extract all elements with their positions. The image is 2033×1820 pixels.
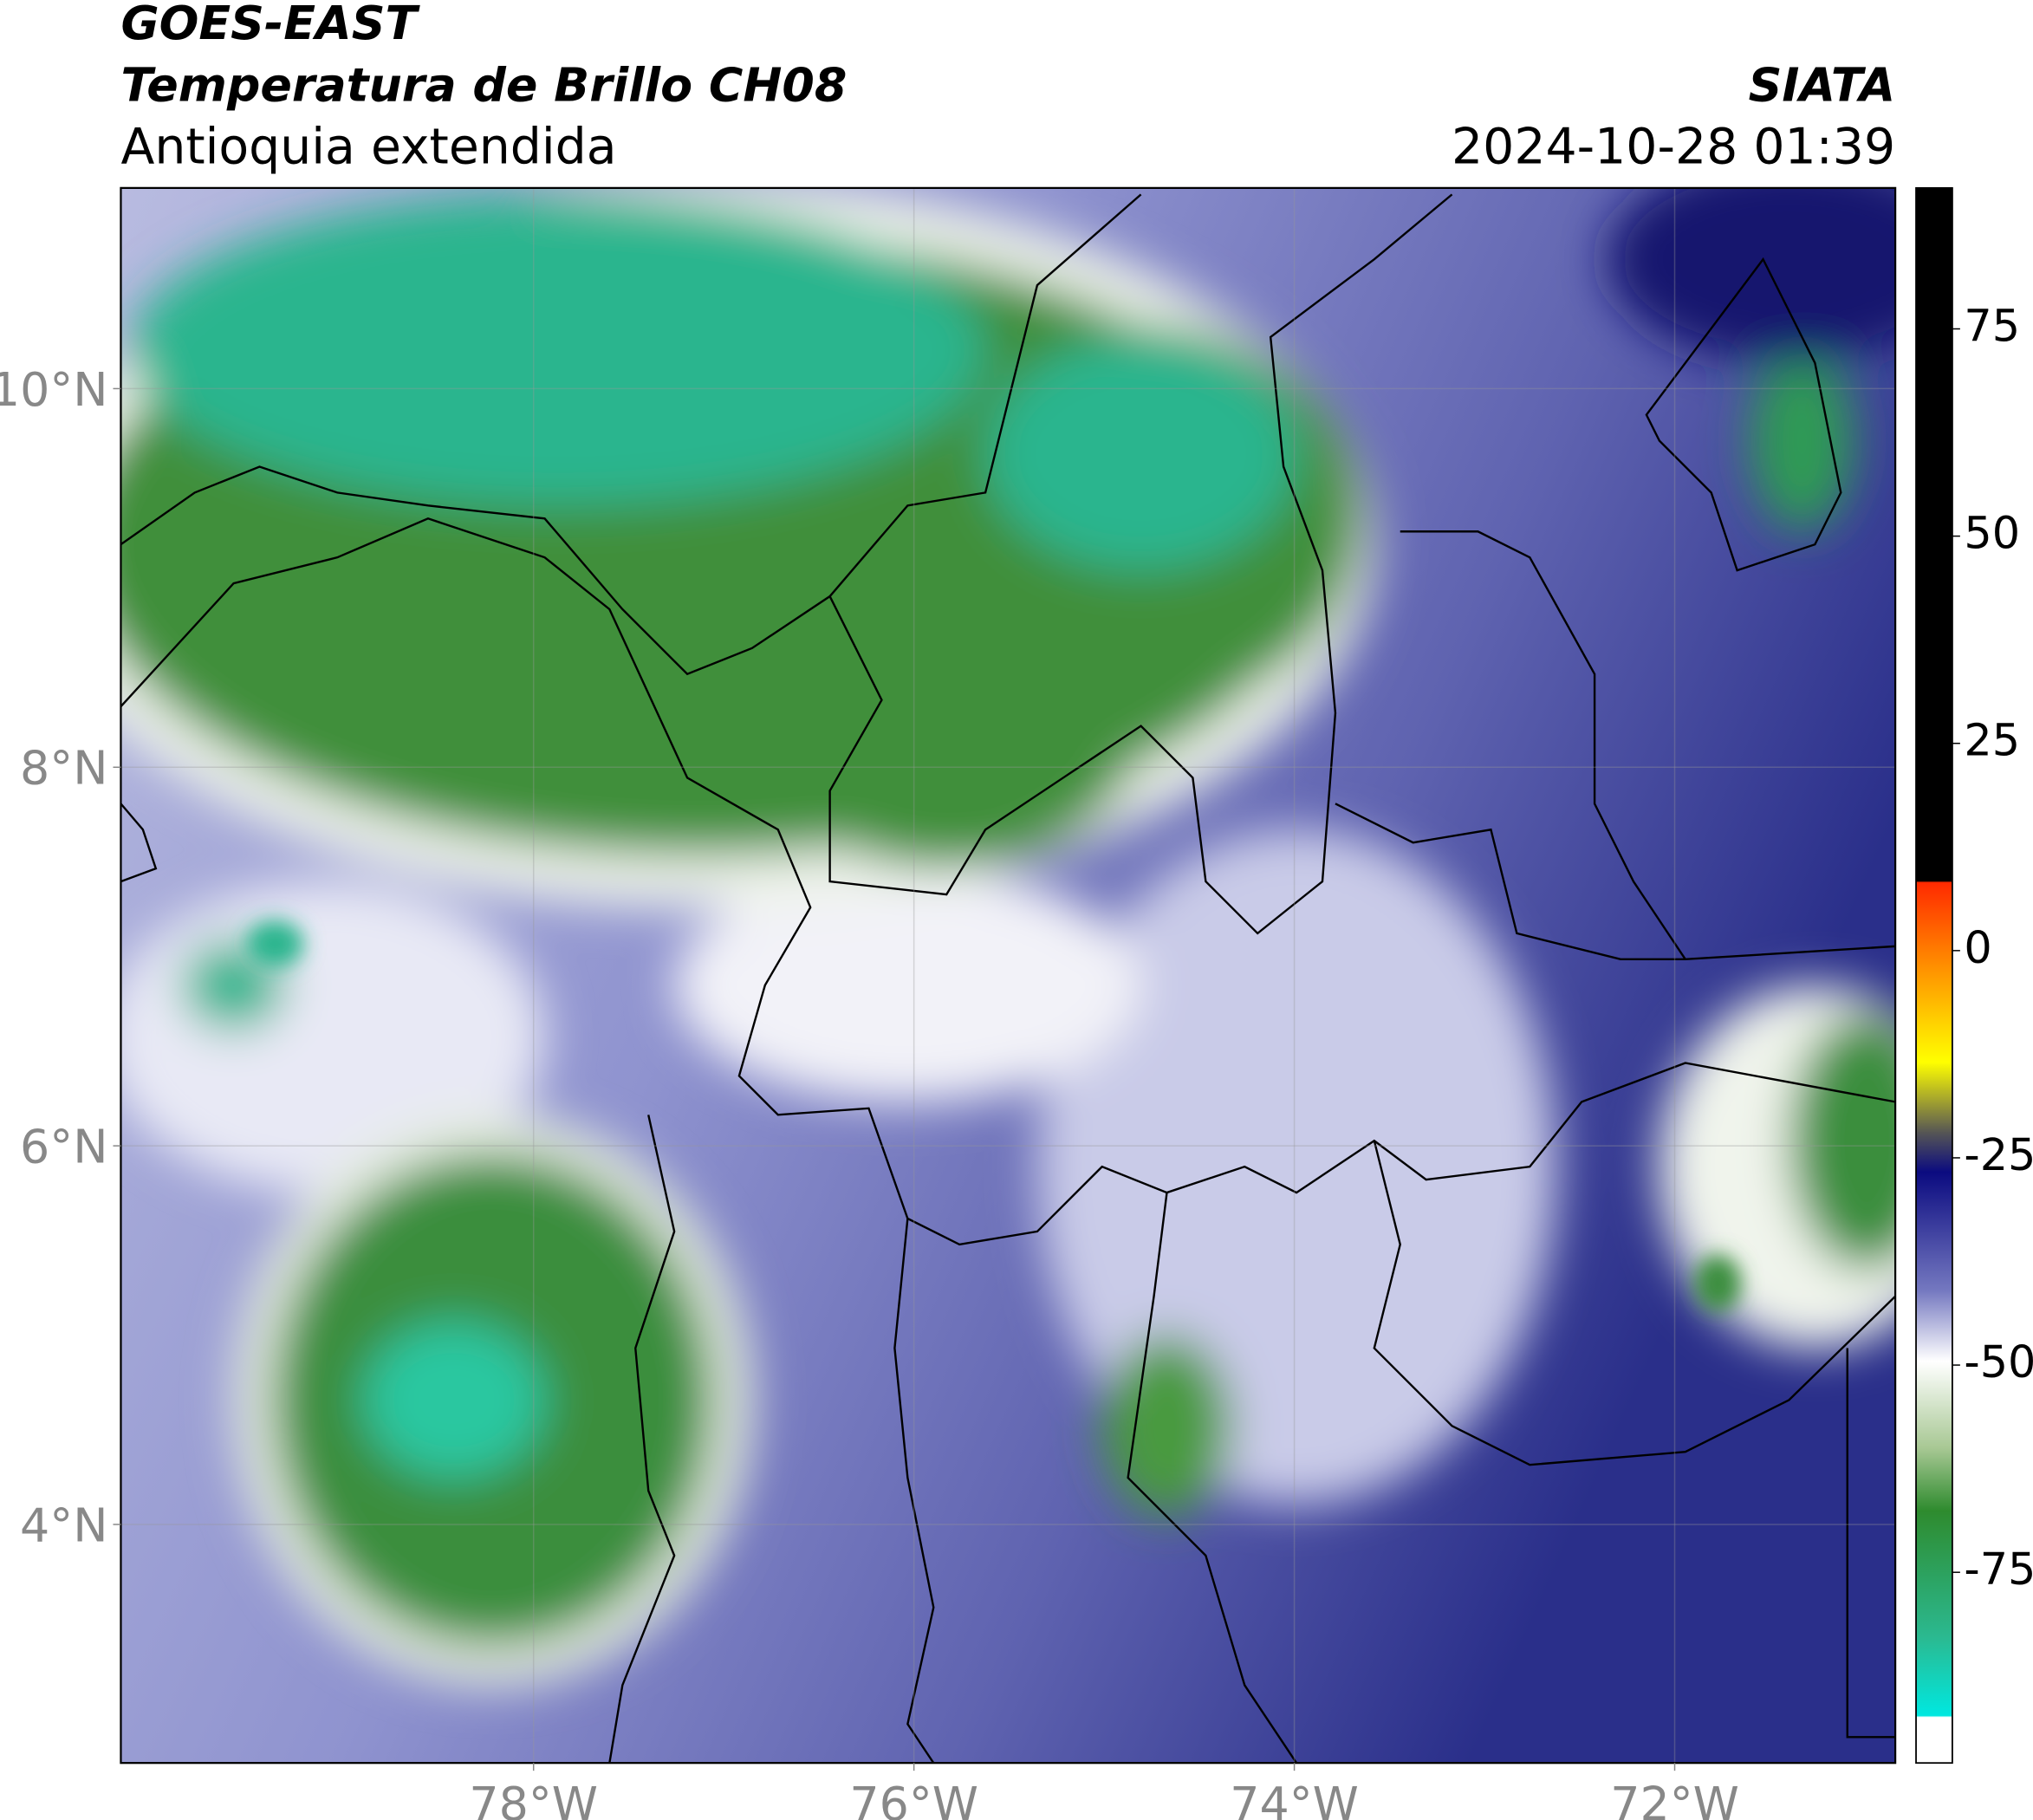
- region: Antioquia extendida: [120, 118, 616, 175]
- map-frame: [120, 186, 1897, 1765]
- colorbar: [1915, 186, 1953, 1765]
- y-tick-label: 6°N: [20, 1120, 107, 1174]
- colorbar-tick-label: 75: [1964, 300, 2020, 351]
- colorbar-tick-label: 0: [1964, 922, 1991, 973]
- colorbar-tick-label: 25: [1964, 715, 2020, 766]
- source: SIATA: [1749, 58, 1896, 113]
- y-tick-label: 8°N: [20, 741, 107, 796]
- x-tick-label: 76°W: [849, 1777, 978, 1820]
- y-tick-label: 10°N: [0, 362, 107, 417]
- grid: [120, 187, 1896, 1764]
- colorbar-tick-label: -25: [1964, 1129, 2033, 1180]
- x-tick-label: 72°W: [1610, 1777, 1739, 1820]
- subtitle: Temperatura de Brillo CH08: [120, 58, 847, 113]
- colorbar-tick-label: -75: [1964, 1544, 2033, 1595]
- x-tick-label: 74°W: [1230, 1777, 1359, 1820]
- colorbar-tick-label: 50: [1964, 508, 2020, 559]
- title: GOES-EAST: [120, 0, 420, 50]
- colorbar-tick-label: -50: [1964, 1336, 2033, 1388]
- x-tick-label: 78°W: [469, 1777, 598, 1820]
- y-tick-label: 4°N: [20, 1498, 107, 1552]
- colorbar-ticks: 75 50 25 0 -25 -50 -75: [1952, 300, 2033, 1595]
- timestamp: 2024-10-28 01:39: [1452, 118, 1895, 175]
- borders: [120, 193, 1896, 1764]
- satellite-image: [120, 187, 1896, 1764]
